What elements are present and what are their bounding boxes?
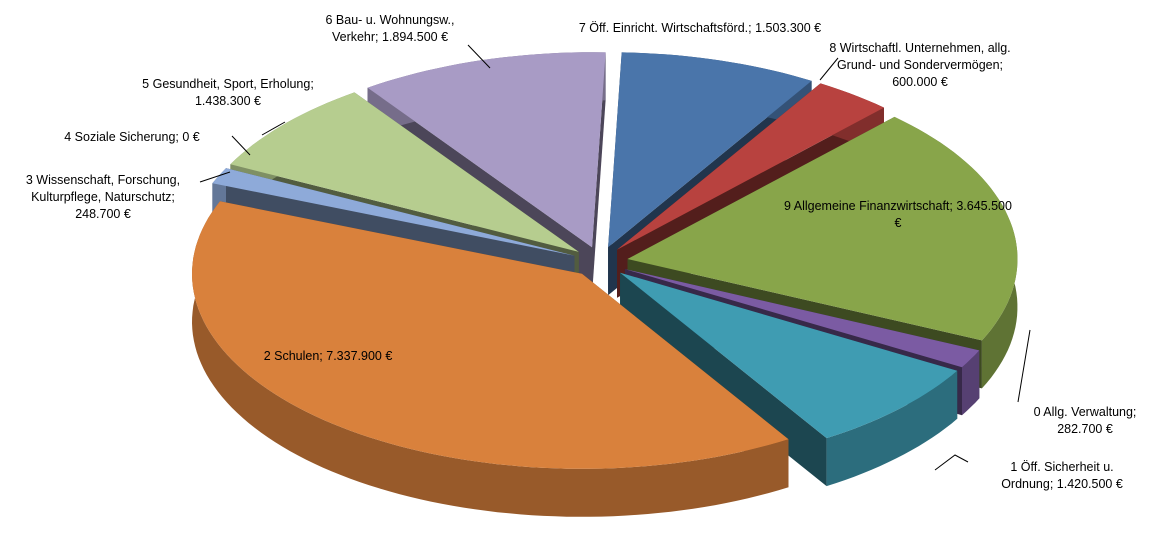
data-label: 0 Allg. Verwaltung; 282.700 € xyxy=(1033,405,1137,436)
slice xyxy=(620,272,958,439)
leader-line xyxy=(261,121,286,136)
leader-lines xyxy=(199,44,1031,471)
slice xyxy=(192,201,789,469)
slice-side xyxy=(962,350,980,416)
data-label: 6 Bau- u. Wohnungsw., Verkehr; 1.894.500… xyxy=(325,13,455,44)
slice xyxy=(608,52,812,248)
data-label: 2 Schulen; 7.337.900 € xyxy=(263,349,393,363)
leader-line xyxy=(467,44,491,69)
slice xyxy=(627,116,1018,341)
leader-line xyxy=(1017,329,1031,403)
leader-line xyxy=(934,454,969,471)
slice-side xyxy=(192,201,789,517)
leader-line xyxy=(231,135,251,156)
data-label: 4 Soziale Sicherung; 0 € xyxy=(64,130,200,144)
data-label: 8 Wirtschaftl. Unternehmen, allg. Grund-… xyxy=(829,41,1011,89)
slices xyxy=(192,52,1018,517)
data-label: 1 Öff. Sicherheit u. Ordnung; 1.420.500 … xyxy=(1001,460,1123,491)
data-label: 9 Allgemeine Finanzwirtschaft; 3.645.500… xyxy=(784,199,1012,230)
slice xyxy=(617,83,884,250)
slice xyxy=(212,168,575,256)
leader-line xyxy=(819,57,839,81)
leader-line xyxy=(199,171,231,183)
data-label: 7 Öff. Einricht. Wirtschaftsförd.; 1.503… xyxy=(578,21,822,35)
slice-side xyxy=(592,52,606,296)
data-label: 3 Wissenschaft, Forschung, Kulturpflege,… xyxy=(25,173,181,221)
slice xyxy=(624,269,980,368)
slice xyxy=(230,92,579,252)
slice xyxy=(367,52,606,248)
slice-side xyxy=(826,370,958,487)
data-label: 5 Gesundheit, Sport, Erholung; 1.438.300… xyxy=(142,77,314,108)
